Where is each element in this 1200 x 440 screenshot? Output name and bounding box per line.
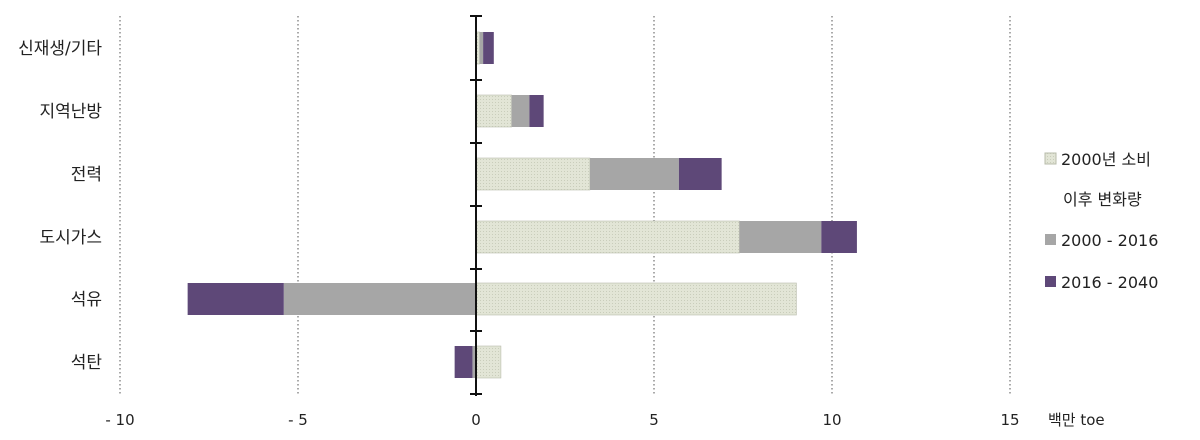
category-label: 도시가스 <box>39 228 102 248</box>
bar-5-series-0 <box>475 345 502 379</box>
category-label: 석유 <box>71 290 102 310</box>
category-axis <box>470 15 482 396</box>
bar-1-series-1 <box>511 95 530 127</box>
category-label: 석탄 <box>71 353 103 373</box>
bar-3-series-1 <box>739 221 822 253</box>
bars <box>187 31 857 379</box>
bar-5-series-2 <box>454 346 473 378</box>
bar-4-series-0 <box>475 282 797 316</box>
bar-5-series-1 <box>472 346 476 378</box>
bar-1-series-0 <box>475 94 512 128</box>
bar-4-series-1 <box>283 283 476 315</box>
x-tick-labels: - 10 - 5 0 5 10 15 <box>105 411 1019 429</box>
x-tick-label: 0 <box>471 411 481 429</box>
x-axis-unit: 백만 toe <box>1048 411 1105 429</box>
x-tick-label: 5 <box>649 411 659 429</box>
legend-swatch-0 <box>1044 152 1057 165</box>
bar-3-series-0 <box>475 220 740 254</box>
bar-0-series-2 <box>483 32 494 64</box>
x-tick-label: - 5 <box>288 411 308 429</box>
bar-4-series-2 <box>187 283 284 315</box>
x-tick-label: 15 <box>1000 411 1019 429</box>
category-label: 신재생/기타 <box>18 39 102 59</box>
legend-label-0: 2000년 소비 <box>1061 150 1151 169</box>
bar-2-series-0 <box>475 157 591 191</box>
gridlines <box>119 16 1011 396</box>
bar-0-series-1 <box>479 32 484 64</box>
legend-label-1: 2000 - 2016 <box>1061 231 1158 250</box>
bar-2-series-2 <box>678 158 722 190</box>
category-label: 지역난방 <box>39 102 102 122</box>
legend-swatch-2 <box>1045 276 1056 287</box>
category-label: 전력 <box>71 165 102 185</box>
x-tick-label: - 10 <box>105 411 134 429</box>
legend-sublabel-0: 이후 변화량 <box>1063 190 1142 209</box>
x-tick-label: 10 <box>822 411 841 429</box>
bar-3-series-2 <box>821 221 857 253</box>
bar-2-series-1 <box>589 158 679 190</box>
bar-1-series-2 <box>529 95 544 127</box>
legend-label-2: 2016 - 2040 <box>1061 273 1158 292</box>
legend-swatch-1 <box>1045 234 1056 245</box>
